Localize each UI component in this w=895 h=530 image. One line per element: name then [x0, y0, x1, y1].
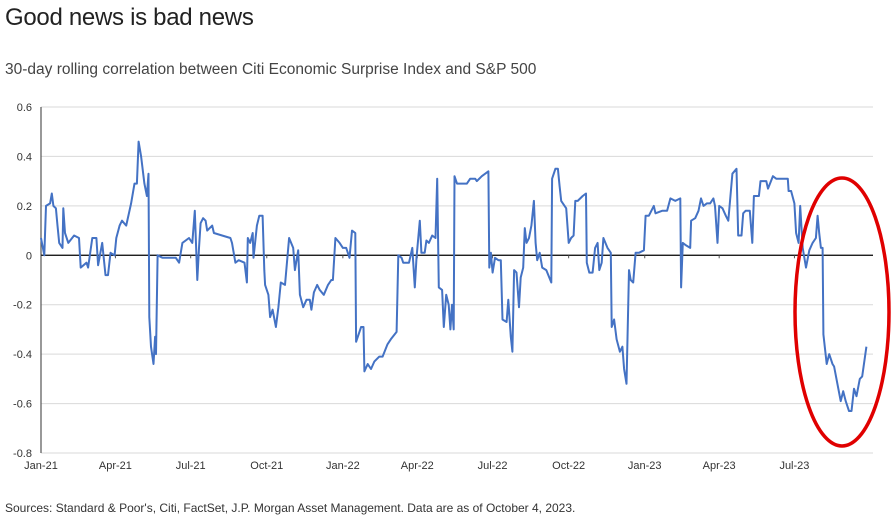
x-tick-label: Jan-22 — [326, 460, 360, 472]
correlation-series-line — [40, 140, 868, 412]
y-tick-label: -0.6 — [13, 399, 32, 411]
chart-subtitle: 30-day rolling correlation between Citi … — [5, 61, 537, 78]
x-tick-label: Jan-21 — [24, 460, 58, 472]
y-tick-label: 0.2 — [17, 201, 32, 213]
x-tick-label: Oct-21 — [250, 460, 283, 472]
highlight-ellipse — [793, 176, 891, 448]
x-tick-label: Jul-22 — [478, 460, 508, 472]
y-tick-label: -0.2 — [13, 300, 32, 312]
x-tick-label: Jan-23 — [628, 460, 662, 472]
y-tick-label: 0 — [26, 250, 32, 262]
correlation-line-chart: 0.6 0.4 0.2 0 -0.2 -0.4 -0.6 -0.8 Jan-21 Apr-21 J… — [13, 102, 891, 472]
y-tick-label: 0.6 — [17, 102, 32, 114]
x-tick-label: Oct-22 — [552, 460, 585, 472]
y-tick-label: -0.4 — [13, 349, 32, 361]
x-tick-label: Apr-22 — [401, 460, 434, 472]
y-tick-label: -0.8 — [13, 448, 32, 460]
chart-title: Good news is bad news — [5, 4, 254, 31]
x-tick-label: Apr-23 — [703, 460, 736, 472]
x-tick-label: Jul-21 — [176, 460, 206, 472]
source-note: Sources: Standard & Poor's, Citi, FactSe… — [5, 501, 576, 515]
y-tick-label: 0.4 — [17, 151, 32, 163]
x-tick-label: Jul-23 — [779, 460, 809, 472]
x-tick-label: Apr-21 — [99, 460, 132, 472]
